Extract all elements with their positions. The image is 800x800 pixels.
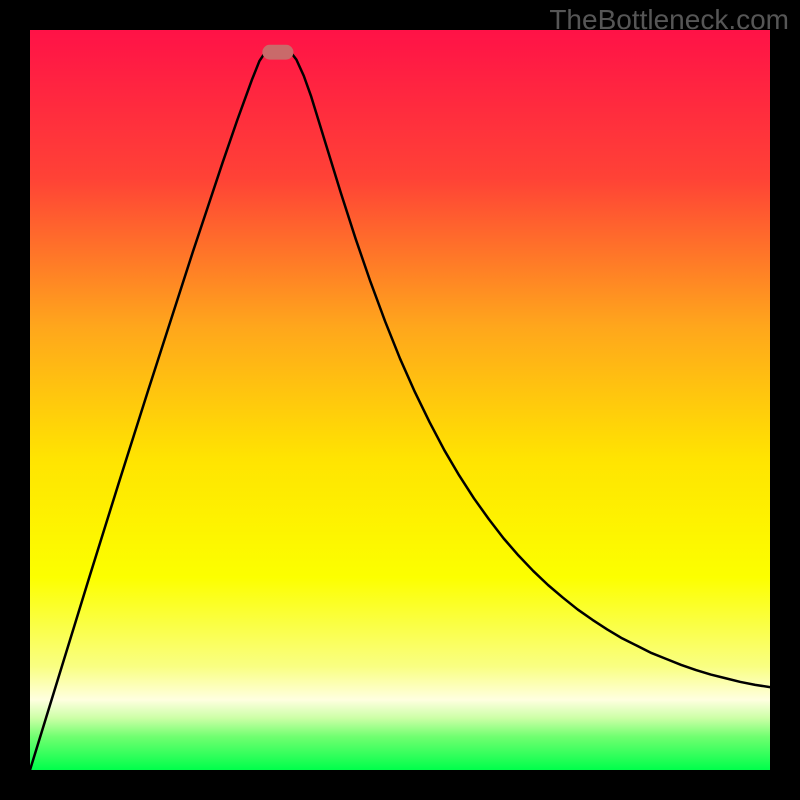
chart-stage: TheBottleneck.com xyxy=(0,0,800,800)
bottleneck-curve-chart xyxy=(30,30,770,770)
chart-background-gradient xyxy=(30,30,770,770)
optimum-marker xyxy=(262,45,293,60)
